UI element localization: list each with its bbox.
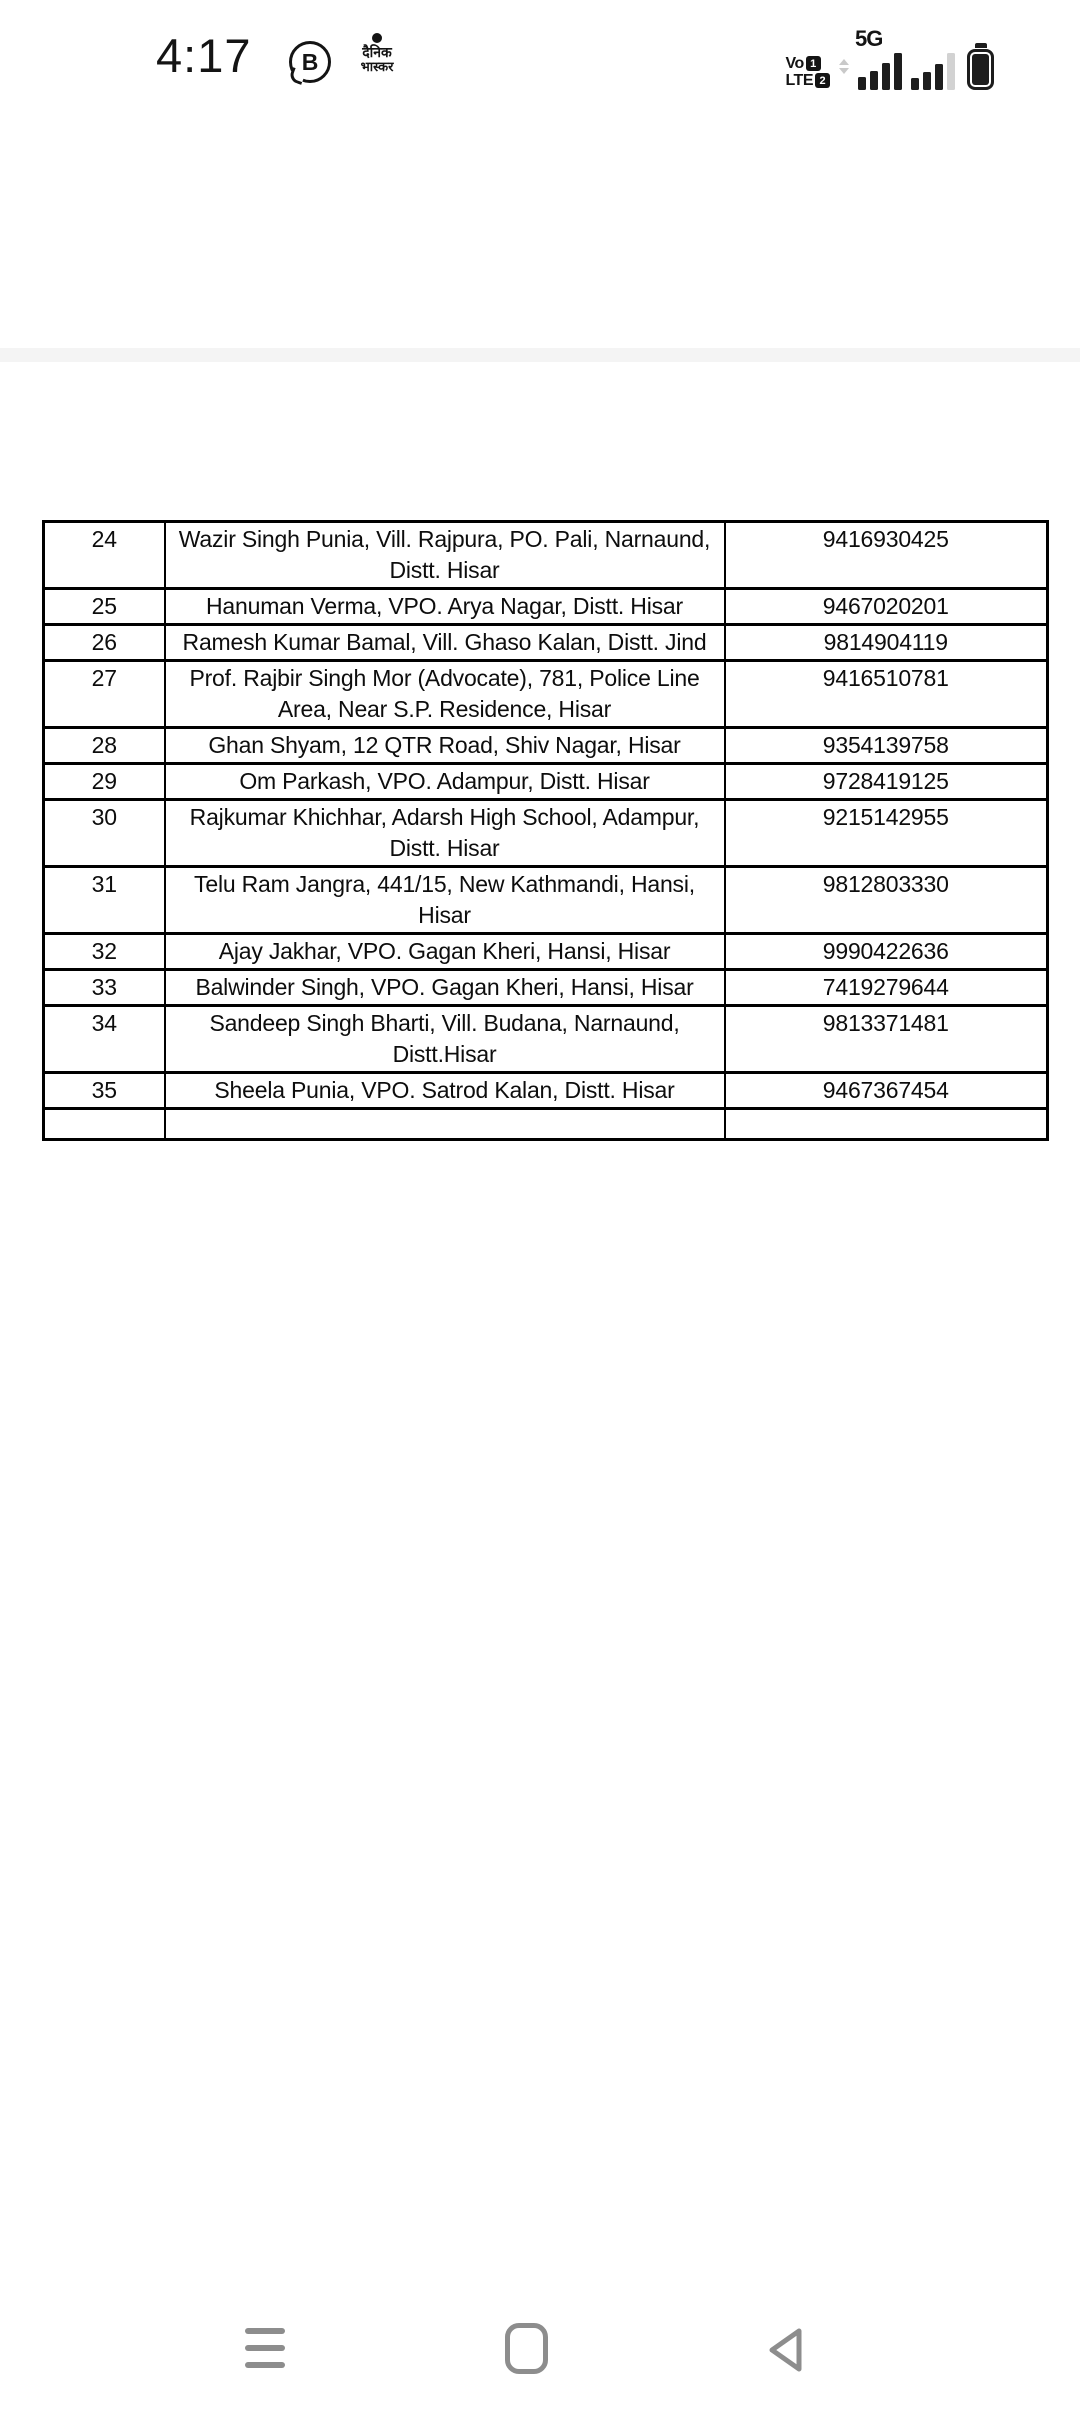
- name-address-cell: [163, 1107, 726, 1141]
- table-row-empty: [42, 1107, 1049, 1141]
- status-bar: 4:17 B दैनिक भास्कर Vo 1 LTE 2: [0, 0, 1080, 120]
- phone-cell: 9812803330: [723, 865, 1049, 935]
- volte-vo-label: Vo: [785, 54, 804, 72]
- phone-cell: 7419279644: [723, 968, 1049, 1007]
- serial-cell: [42, 1107, 166, 1141]
- phone-cell: 9728419125: [723, 762, 1049, 801]
- battery-icon: [967, 43, 994, 90]
- table-row: 28 Ghan Shyam, 12 QTR Road, Shiv Nagar, …: [42, 726, 1049, 765]
- name-address-cell: Om Parkash, VPO. Adampur, Distt. Hisar: [163, 762, 726, 801]
- volte-dual-sim-icon: Vo 1 LTE 2: [785, 54, 830, 90]
- signal-sim1-icon: 5G: [855, 26, 902, 90]
- serial-cell: 35: [42, 1071, 166, 1110]
- serial-cell: 34: [42, 1004, 166, 1074]
- serial-cell: 32: [42, 932, 166, 971]
- contact-table[interactable]: 24 Wazir Singh Punia, Vill. Rajpura, PO.…: [42, 520, 1049, 1141]
- menu-icon: [245, 2328, 285, 2334]
- dainik-bhaskar-text-2: भास्कर: [360, 59, 394, 74]
- serial-cell: 24: [42, 520, 166, 590]
- name-address-cell: Sandeep Singh Bharti, Vill. Budana, Narn…: [163, 1004, 726, 1074]
- dainik-bhaskar-text-1: दैनिक: [362, 44, 392, 60]
- table-row: 27 Prof. Rajbir Singh Mor (Advocate), 78…: [42, 659, 1049, 729]
- recents-menu-button[interactable]: [245, 2328, 285, 2368]
- network-type-label: 5G: [855, 26, 883, 51]
- table-row: 35 Sheela Punia, VPO. Satrod Kalan, Dist…: [42, 1071, 1049, 1110]
- home-button[interactable]: [505, 2323, 548, 2374]
- page-divider-band: [0, 348, 1080, 362]
- serial-cell: 30: [42, 798, 166, 868]
- sim2-badge: 2: [815, 73, 830, 88]
- phone-cell: 9814904119: [723, 623, 1049, 662]
- phone-cell: 9813371481: [723, 1004, 1049, 1074]
- serial-cell: 27: [42, 659, 166, 729]
- name-address-cell: Rajkumar Khichhar, Adarsh High School, A…: [163, 798, 726, 868]
- serial-cell: 29: [42, 762, 166, 801]
- name-address-cell: Ghan Shyam, 12 QTR Road, Shiv Nagar, His…: [163, 726, 726, 765]
- table-row: 31 Telu Ram Jangra, 441/15, New Kathmand…: [42, 865, 1049, 935]
- dainik-bhaskar-dot: [372, 33, 382, 43]
- chat-bubble-b-notification-icon: B: [289, 41, 331, 83]
- name-address-cell: Telu Ram Jangra, 441/15, New Kathmandi, …: [163, 865, 726, 935]
- table-row: 29 Om Parkash, VPO. Adampur, Distt. Hisa…: [42, 762, 1049, 801]
- table-row: 30 Rajkumar Khichhar, Adarsh High School…: [42, 798, 1049, 868]
- table-row: 33 Balwinder Singh, VPO. Gagan Kheri, Ha…: [42, 968, 1049, 1007]
- name-address-cell: Hanuman Verma, VPO. Arya Nagar, Distt. H…: [163, 587, 726, 626]
- back-triangle-icon: [769, 2328, 802, 2372]
- table-row: 24 Wazir Singh Punia, Vill. Rajpura, PO.…: [42, 520, 1049, 590]
- serial-cell: 25: [42, 587, 166, 626]
- name-address-cell: Balwinder Singh, VPO. Gagan Kheri, Hansi…: [163, 968, 726, 1007]
- data-activity-arrows-icon: [839, 59, 849, 74]
- name-address-cell: Prof. Rajbir Singh Mor (Advocate), 781, …: [163, 659, 726, 729]
- phone-cell: 9467020201: [723, 587, 1049, 626]
- signal-sim2-icon: [911, 29, 955, 90]
- serial-cell: 26: [42, 623, 166, 662]
- dainik-bhaskar-notification-icon: दैनिक भास्कर: [346, 33, 408, 74]
- table-row: 25 Hanuman Verma, VPO. Arya Nagar, Distt…: [42, 587, 1049, 626]
- phone-cell: 9215142955: [723, 798, 1049, 868]
- sim1-badge: 1: [805, 56, 821, 71]
- phone-cell: [723, 1107, 1049, 1141]
- android-nav-bar: [0, 2292, 1080, 2412]
- name-address-cell: Sheela Punia, VPO. Satrod Kalan, Distt. …: [163, 1071, 726, 1110]
- back-button[interactable]: [763, 2325, 809, 2380]
- name-address-cell: Wazir Singh Punia, Vill. Rajpura, PO. Pa…: [163, 520, 726, 590]
- chat-bubble-b-letter: B: [301, 48, 319, 75]
- serial-cell: 31: [42, 865, 166, 935]
- phone-cell: 9990422636: [723, 932, 1049, 971]
- volte-lte-label: LTE: [785, 71, 813, 89]
- name-address-cell: Ajay Jakhar, VPO. Gagan Kheri, Hansi, Hi…: [163, 932, 726, 971]
- phone-cell: 9467367454: [723, 1071, 1049, 1110]
- table-row: 32 Ajay Jakhar, VPO. Gagan Kheri, Hansi,…: [42, 932, 1049, 971]
- phone-cell: 9416930425: [723, 520, 1049, 590]
- status-right-icons: Vo 1 LTE 2 5G: [785, 26, 994, 90]
- table-row: 34 Sandeep Singh Bharti, Vill. Budana, N…: [42, 1004, 1049, 1074]
- phone-cell: 9354139758: [723, 726, 1049, 765]
- name-address-cell: Ramesh Kumar Bamal, Vill. Ghaso Kalan, D…: [163, 623, 726, 662]
- serial-cell: 33: [42, 968, 166, 1007]
- clock: 4:17: [156, 29, 252, 82]
- phone-cell: 9416510781: [723, 659, 1049, 729]
- serial-cell: 28: [42, 726, 166, 765]
- table-row: 26 Ramesh Kumar Bamal, Vill. Ghaso Kalan…: [42, 623, 1049, 662]
